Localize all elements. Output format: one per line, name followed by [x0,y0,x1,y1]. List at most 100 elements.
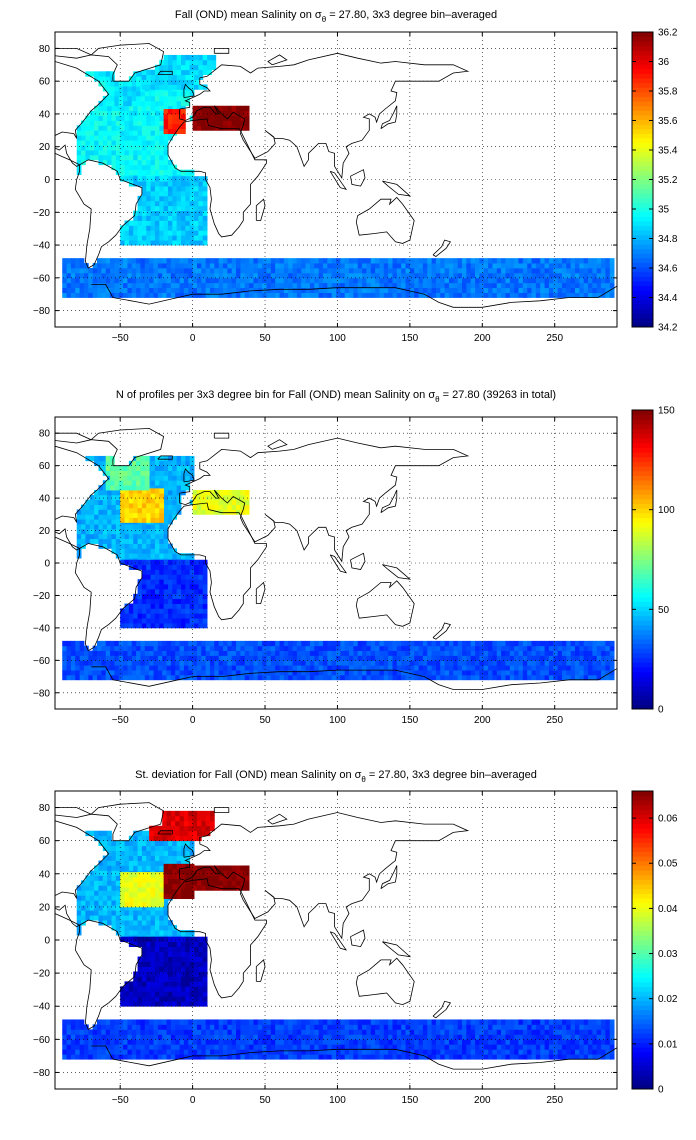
data-cell [427,282,432,289]
data-cell [322,263,328,269]
data-cell [150,470,156,476]
data-cell [379,282,385,289]
data-cell [336,670,341,676]
colorbar-swatch [632,550,653,556]
data-cell [488,268,493,274]
data-cell [144,670,150,676]
data-cell [305,292,311,298]
data-cell [257,268,263,274]
data-cell [176,210,182,216]
data-cell [202,574,208,580]
data-cell [176,574,182,580]
data-cell [366,670,372,676]
data-cell [118,465,124,471]
data-cell [353,674,359,681]
data-cell [244,490,250,496]
data-cell [185,169,191,175]
data-cell [218,670,224,676]
data-cell [81,905,86,911]
data-cell [518,268,524,274]
data-cell [172,205,178,212]
data-cell [144,470,150,476]
data-cell [167,181,173,187]
data-cell [409,292,415,298]
data-cell [170,640,176,647]
data-cell [157,277,163,284]
data-cell [70,268,76,274]
data-cell [131,640,137,647]
data-cell [137,961,143,967]
data-cell [154,470,160,476]
data-cell [89,509,95,515]
data-cell [527,645,532,651]
data-cell [137,195,143,202]
data-cell [137,498,143,504]
colorbar-swatch [632,433,653,439]
data-cell [457,272,463,279]
data-cell [296,640,302,647]
data-cell [236,115,241,121]
data-cell [141,130,147,136]
data-cell [115,538,121,544]
data-cell [136,268,141,274]
data-cell [231,865,237,871]
data-cell [305,282,311,289]
data-cell [105,645,111,651]
data-cell [322,670,328,676]
data-cell [154,235,160,241]
data-cell [418,660,424,666]
data-cell [163,623,169,629]
data-cell [409,665,415,671]
colorbar-swatch [632,704,653,710]
data-cell [115,115,121,121]
data-cell [159,186,165,192]
data-cell [483,287,489,293]
data-cell [123,292,128,298]
data-cell [141,230,147,236]
colorbar-swatch [632,303,653,310]
data-cell [392,277,398,284]
data-cell [141,205,147,212]
data-cell [105,86,111,92]
data-cell [163,455,169,462]
data-cell [128,891,134,898]
data-cell [176,54,182,61]
data-cell [492,287,498,293]
data-cell [448,655,454,661]
data-cell [94,528,99,535]
data-cell [79,263,85,269]
data-cell [579,645,585,651]
data-cell [137,936,143,943]
data-cell [540,287,545,293]
data-cell [124,512,130,518]
coastline [157,70,173,75]
data-cell [172,603,178,609]
data-cell [153,660,159,666]
data-cell [588,655,593,661]
data-cell [194,613,199,619]
data-cell [194,618,199,624]
data-cell [137,598,143,604]
data-cell [588,268,593,274]
coastline [179,52,470,180]
data-cell [185,215,191,221]
data-cell [189,225,195,231]
data-cell [146,517,151,523]
data-cell [163,460,169,467]
data-cell [283,670,289,676]
data-cell [136,71,141,77]
data-cell [137,488,143,494]
data-cell [167,235,173,241]
data-cell [150,120,156,126]
data-cell [422,645,428,651]
colorbar-tick-label: 35.6 [658,116,678,127]
data-cell [81,885,86,891]
colorbar-swatch [632,142,653,148]
data-cell [601,268,606,274]
data-cell [457,650,463,656]
data-cell [427,272,432,279]
data-cell [444,277,450,284]
data-cell [76,548,82,554]
data-cell [133,181,138,187]
data-cell [223,105,228,112]
